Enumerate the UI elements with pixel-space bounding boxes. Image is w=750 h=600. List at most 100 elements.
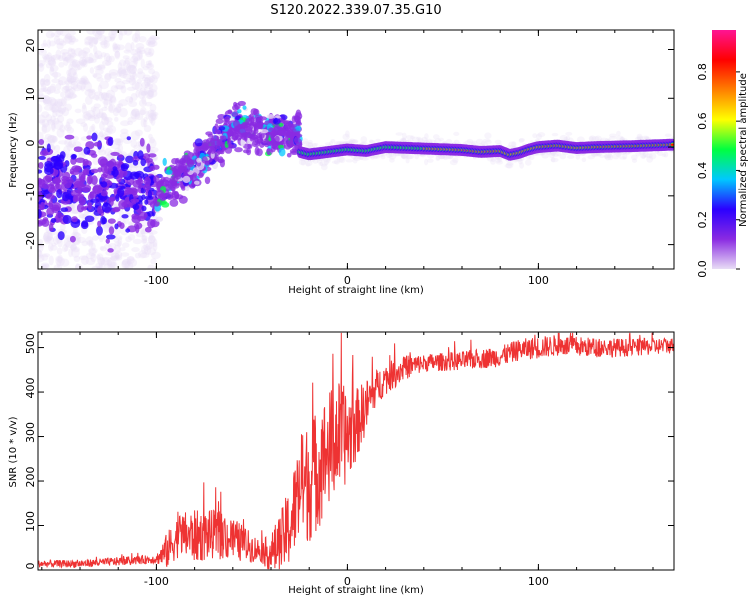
spectrogram-cell (95, 262, 103, 269)
spectrogram-cell (71, 48, 76, 54)
spectrogram-cell (66, 69, 71, 76)
spectrogram-cell (38, 161, 44, 169)
spectrogram-cell (101, 115, 110, 126)
spectrogram-cell (124, 42, 133, 52)
spectrogram-cell (295, 130, 301, 137)
spectrogram-cell (50, 115, 56, 123)
spectrogram-cell (142, 74, 151, 79)
spectrogram-cell (97, 234, 106, 240)
spectrogram-cell (342, 133, 350, 141)
spectrogram-cell (204, 176, 211, 185)
spectrogram-cell (70, 189, 81, 197)
spectrogram-cell (87, 202, 93, 210)
spectrogram-cell (80, 255, 89, 266)
spectrogram-cell (98, 91, 104, 102)
spectrogram-cell (505, 162, 514, 169)
spectrogram-cell (442, 156, 449, 161)
spectrogram-cell (67, 78, 76, 83)
spectrogram-cell (65, 83, 70, 93)
spectrogram-cell (405, 158, 410, 164)
spectrogram-cell (581, 157, 587, 163)
spectrogram-cell (567, 154, 575, 159)
spectrogram-cell (105, 174, 115, 179)
spectrogram-cell (55, 109, 64, 117)
spectrogram-cell (94, 31, 103, 40)
spectrogram-cell (121, 259, 131, 269)
spectrogram-cell (227, 128, 233, 138)
spectrogram-cell (90, 198, 100, 203)
colorbar-strip (712, 30, 736, 269)
spectrogram-cell (636, 133, 643, 139)
spectrogram-cell (151, 71, 160, 80)
spectrogram-cell (117, 66, 127, 77)
spectrogram-cell (424, 158, 429, 166)
spectrogram-cell (115, 235, 123, 241)
spectrogram-cell (103, 36, 113, 42)
spectrogram-cell (271, 137, 276, 146)
spectrogram-cell (453, 131, 460, 137)
spectrogram-cell (105, 117, 113, 122)
spectrogram-cell (57, 114, 65, 123)
spectrogram-cell (136, 71, 146, 80)
spectrogram-cell (607, 153, 614, 161)
spectrogram-cell (79, 59, 84, 66)
spectrogram-cell (149, 136, 155, 144)
spectrogram-cell (648, 152, 657, 160)
spectrogram-cell (616, 130, 621, 137)
spectrogram-cell (90, 114, 96, 119)
spectrogram-cell (406, 153, 415, 160)
spectrogram-cell (75, 157, 86, 163)
spectrogram-cell (57, 231, 65, 241)
spectrogram-cell (43, 73, 51, 83)
spectrogram-cell (63, 56, 73, 62)
spectrogram-cell (331, 160, 339, 164)
spectrogram-cell (60, 48, 69, 55)
spectrogram-cell (90, 253, 97, 263)
spectrogram-cell (97, 220, 102, 227)
spectrogram-cell (126, 63, 131, 72)
spectrogram-y-tick-label: 20 (24, 39, 37, 53)
spectrogram-cell (298, 159, 306, 166)
spectrogram-cell (47, 85, 57, 94)
spectrogram-cell (116, 44, 125, 51)
spectrogram-cell (609, 133, 617, 138)
spectrogram-cell (49, 103, 59, 113)
spectrogram-cell (148, 83, 158, 93)
spectrogram-cell (519, 162, 525, 169)
spectrogram-cell (607, 152, 612, 159)
spectrogram-cell (541, 152, 550, 159)
spectrogram-cell (91, 123, 96, 132)
spectrogram-cell (240, 138, 245, 147)
spectrogram-cell (114, 116, 119, 122)
spectrogram-cell (55, 255, 63, 262)
spectrogram-cell (85, 236, 94, 247)
spectrogram-cell (53, 162, 63, 170)
spectrogram-cell (131, 81, 140, 90)
spectrogram-cell (149, 109, 157, 120)
spectrogram-cell (55, 256, 65, 267)
spectrogram-cell (43, 231, 50, 242)
spectrogram-cell (124, 261, 134, 269)
spectrogram-cell (97, 149, 107, 156)
spectrogram-cell (417, 139, 425, 144)
spectrogram-cell (144, 226, 152, 233)
spectrogram-cell (58, 140, 68, 145)
spectrogram-cell (107, 260, 116, 269)
spectrogram-cell (145, 51, 154, 58)
spectrogram-cell (126, 64, 137, 74)
spectrogram-cell (591, 136, 600, 142)
spectrogram-cell (45, 236, 55, 244)
spectrogram-cell (42, 55, 47, 62)
spectrogram-cell (145, 241, 153, 250)
spectrogram-cell (65, 121, 71, 129)
spectrogram-cell (405, 135, 414, 140)
spectrogram-cell (41, 111, 50, 118)
spectrogram-cell (143, 119, 148, 128)
spectrogram-cell (319, 160, 328, 167)
spectrogram-cell (194, 180, 200, 185)
spectrogram-cell (80, 173, 86, 184)
spectrogram-cell (38, 249, 42, 258)
spectrogram-cell (290, 150, 299, 156)
spectrogram-cell (427, 158, 434, 163)
spectrogram-cell (48, 58, 57, 67)
